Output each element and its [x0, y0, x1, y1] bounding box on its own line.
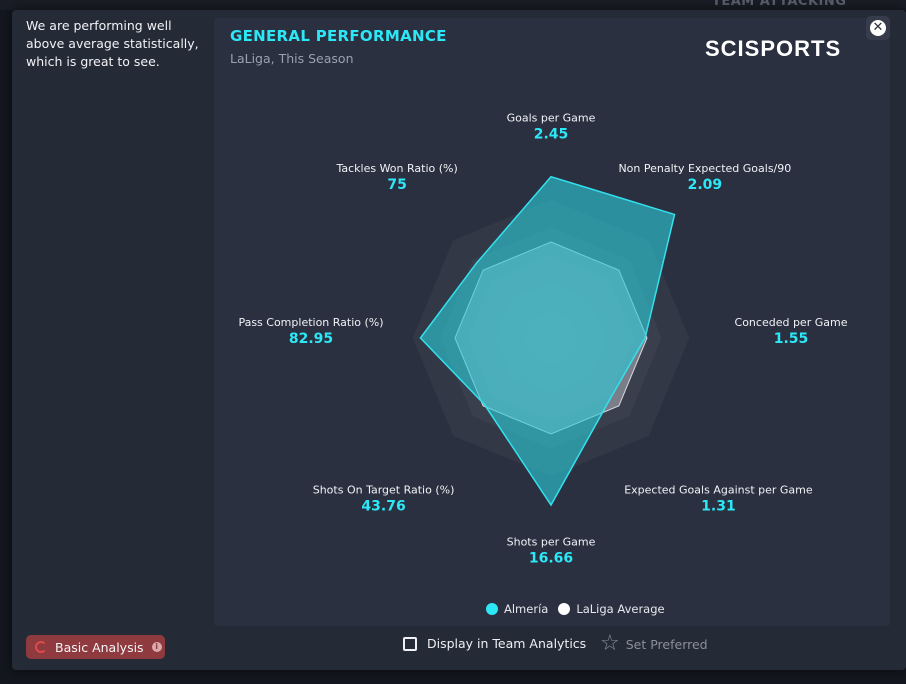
display-in-team-analytics-toggle[interactable]: Display in Team Analytics — [403, 636, 586, 651]
axis-value: 82.95 — [289, 331, 333, 347]
info-icon[interactable]: i — [151, 642, 162, 652]
basic-analysis-button[interactable]: Basic Analysis i — [26, 635, 165, 659]
set-preferred-label: Set Preferred — [625, 636, 708, 652]
checkbox-icon[interactable] — [403, 636, 417, 651]
axis-label: Expected Goals Against per Game — [624, 483, 813, 496]
legend-swatch-icon — [486, 603, 498, 615]
legend-item-almeria[interactable]: Almería — [486, 602, 548, 616]
loading-icon — [35, 641, 47, 653]
axis-value: 2.45 — [534, 127, 569, 143]
legend-swatch-icon — [558, 603, 571, 615]
legend-item-laliga-average[interactable]: LaLiga Average — [558, 602, 665, 616]
chart-title: GENERAL PERFORMANCE — [230, 27, 447, 45]
legend-label: LaLiga Average — [576, 602, 665, 616]
axis-label: Shots per Game — [507, 536, 596, 549]
star-icon: ☆ — [600, 631, 620, 656]
axis-label: Goals per Game — [507, 112, 596, 125]
summary-text: We are performing well above average sta… — [26, 18, 199, 69]
series-area-almeria — [419, 175, 676, 507]
background-heading: TEAM ATTACKING — [712, 0, 847, 9]
display-in-team-analytics-label: Display in Team Analytics — [427, 636, 587, 651]
chart-legend: Almería LaLiga Average — [486, 602, 665, 616]
background-strip — [0, 0, 906, 10]
axis-label: Conceded per Game — [735, 316, 848, 329]
axis-label: Non Penalty Expected Goals/90 — [618, 162, 791, 175]
axis-value: 2.09 — [688, 177, 723, 193]
axis-value: 43.76 — [361, 498, 405, 514]
close-icon: ✕ — [870, 20, 886, 36]
axis-value: 1.31 — [701, 498, 736, 514]
brand-logo: SCISPORTS — [705, 36, 842, 61]
axis-label: Tackles Won Ratio (%) — [335, 162, 457, 175]
axis-value: 16.66 — [529, 551, 573, 567]
basic-analysis-label: Basic Analysis — [55, 639, 144, 655]
legend-label: Almería — [504, 602, 549, 616]
close-button[interactable]: ✕ — [866, 16, 890, 40]
axis-value: 1.55 — [774, 331, 809, 347]
axis-label: Pass Completion Ratio (%) — [238, 316, 383, 329]
axis-value: 75 — [387, 177, 406, 193]
radar-chart: Goals per Game 2.45 Non Penalty Expected G… — [238, 112, 848, 567]
axis-label: Shots On Target Ratio (%) — [313, 483, 455, 496]
chart-subtitle: LaLiga, This Season — [230, 51, 354, 66]
set-preferred-button[interactable]: ☆ Set Preferred — [600, 633, 708, 655]
